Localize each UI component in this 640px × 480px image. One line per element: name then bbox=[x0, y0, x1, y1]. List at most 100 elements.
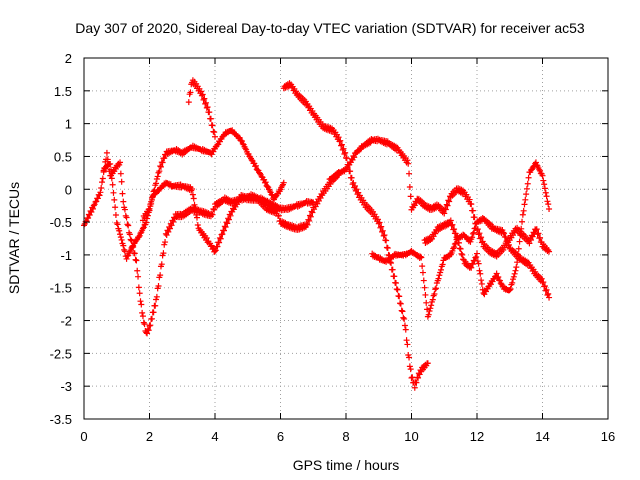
data-point bbox=[478, 234, 485, 241]
y-tick-label: -2.5 bbox=[50, 346, 72, 361]
data-point bbox=[417, 253, 424, 260]
data-point bbox=[536, 166, 543, 173]
y-tick-label: 1 bbox=[65, 117, 72, 132]
data-point bbox=[141, 321, 148, 328]
data-point bbox=[268, 191, 275, 198]
data-point bbox=[538, 275, 545, 282]
data-point bbox=[335, 134, 342, 141]
data-point bbox=[193, 211, 200, 218]
data-point bbox=[343, 155, 350, 162]
data-point bbox=[545, 201, 552, 208]
data-point bbox=[384, 244, 391, 251]
data-point bbox=[374, 216, 381, 223]
data-point bbox=[495, 274, 502, 281]
data-point bbox=[399, 308, 406, 315]
data-point bbox=[98, 185, 105, 192]
data-point bbox=[88, 208, 95, 215]
data-point bbox=[443, 201, 450, 208]
data-point bbox=[112, 204, 119, 211]
data-point bbox=[148, 315, 155, 322]
y-tick-label: 0.5 bbox=[54, 149, 72, 164]
data-point bbox=[529, 233, 536, 240]
data-point bbox=[96, 192, 103, 199]
data-point bbox=[157, 163, 164, 170]
data-point bbox=[350, 179, 357, 186]
data-point bbox=[512, 267, 519, 274]
data-point bbox=[513, 264, 520, 271]
data-point bbox=[193, 214, 200, 221]
data-point bbox=[107, 160, 114, 167]
data-point bbox=[433, 285, 440, 292]
data-point bbox=[208, 210, 215, 217]
data-point bbox=[534, 231, 541, 238]
data-point bbox=[342, 149, 349, 156]
data-point bbox=[526, 240, 533, 247]
data-point bbox=[519, 218, 526, 225]
data-point bbox=[525, 174, 532, 181]
data-point bbox=[306, 217, 313, 224]
data-point bbox=[406, 170, 413, 177]
data-point bbox=[148, 200, 155, 207]
x-tick-label: 12 bbox=[470, 429, 484, 444]
data-point bbox=[307, 213, 314, 220]
data-point bbox=[546, 205, 553, 212]
data-point bbox=[166, 225, 173, 232]
data-point bbox=[150, 309, 157, 316]
data-point bbox=[444, 202, 451, 209]
data-point bbox=[448, 222, 455, 229]
data-point bbox=[108, 166, 115, 173]
data-point bbox=[511, 270, 518, 277]
data-point bbox=[543, 193, 550, 200]
data-point bbox=[500, 229, 507, 236]
data-point bbox=[202, 99, 209, 106]
data-point bbox=[505, 241, 512, 248]
data-point bbox=[404, 341, 411, 348]
data-point bbox=[401, 315, 408, 322]
data-point bbox=[520, 207, 527, 214]
data-point bbox=[380, 232, 387, 239]
data-point bbox=[185, 99, 192, 106]
data-point bbox=[540, 177, 547, 184]
data-point bbox=[117, 231, 124, 238]
data-point bbox=[341, 150, 348, 157]
data-point bbox=[99, 179, 106, 186]
data-point bbox=[138, 301, 145, 308]
data-point bbox=[99, 175, 106, 182]
data-point bbox=[473, 254, 480, 261]
data-point bbox=[343, 165, 350, 172]
y-axis-title: SDTVAR / TECUs bbox=[6, 182, 22, 294]
data-point bbox=[476, 267, 483, 274]
series-track-1 bbox=[81, 149, 317, 337]
data-point bbox=[543, 286, 550, 293]
data-point bbox=[143, 219, 150, 226]
data-point bbox=[216, 239, 223, 246]
data-point bbox=[522, 196, 529, 203]
data-point bbox=[348, 174, 355, 181]
data-point bbox=[429, 296, 436, 303]
data-point bbox=[379, 227, 386, 234]
data-point bbox=[103, 149, 110, 156]
data-point bbox=[514, 259, 521, 266]
y-tick-label: -3 bbox=[60, 379, 72, 394]
data-point bbox=[468, 264, 475, 271]
data-point bbox=[404, 157, 411, 164]
data-point bbox=[541, 282, 548, 289]
data-point bbox=[446, 198, 453, 205]
data-point bbox=[535, 230, 542, 237]
data-point bbox=[541, 185, 548, 192]
data-point bbox=[439, 261, 446, 268]
data-point bbox=[118, 178, 125, 185]
data-point bbox=[151, 187, 158, 194]
data-point bbox=[416, 371, 423, 378]
series-track-7 bbox=[369, 214, 553, 320]
data-point bbox=[160, 250, 167, 257]
data-point bbox=[146, 322, 153, 329]
data-point bbox=[157, 163, 164, 170]
x-tick-label: 2 bbox=[146, 429, 153, 444]
data-point bbox=[165, 228, 172, 235]
data-point bbox=[123, 214, 130, 221]
y-tick-label: -2 bbox=[60, 314, 72, 329]
data-point bbox=[413, 200, 420, 207]
data-point bbox=[86, 212, 93, 219]
